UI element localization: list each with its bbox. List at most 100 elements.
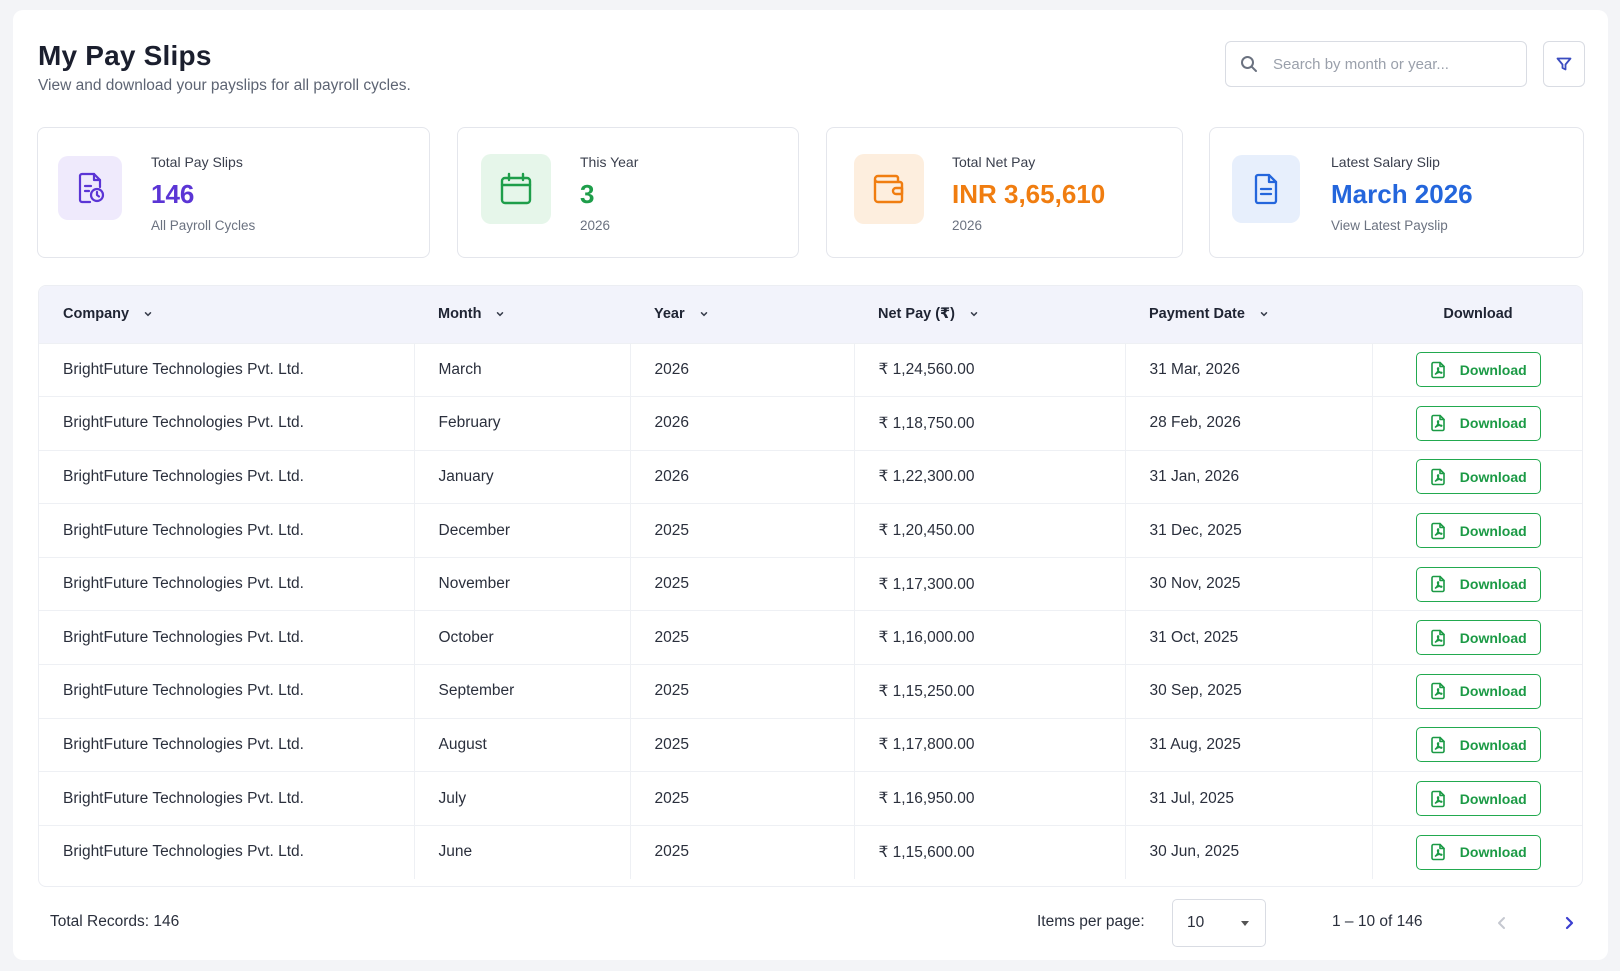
download-cell: Download [1372, 397, 1582, 451]
next-page-button[interactable] [1555, 909, 1583, 937]
year-cell: 2026 [630, 450, 855, 504]
chevron-left-icon [1498, 917, 1505, 929]
year-cell: 2025 [630, 503, 855, 558]
stat-label: This Year [580, 154, 639, 170]
net-pay-cell: ₹ 1,16,950.00 [854, 771, 1126, 826]
stat-value: 146 [151, 179, 195, 209]
download-button[interactable]: Download [1415, 727, 1541, 763]
column-header-year[interactable]: Year [630, 286, 854, 343]
payment-date-cell: 31 Jan, 2026 [1125, 450, 1373, 504]
filter-icon [1556, 57, 1572, 71]
table-header-row: Company Month Year Net Pay (₹) Payment D… [39, 286, 1582, 343]
download-cell: Download [1372, 450, 1582, 504]
table-row: BrightFuture Technologies Pvt. Ltd. March… [39, 343, 1582, 397]
chevron-right-icon [1565, 916, 1574, 930]
download-cell: Download [1372, 825, 1582, 879]
stat-sub: All Payroll Cycles [151, 218, 256, 233]
month-cell: February [414, 396, 631, 451]
column-header-net-pay[interactable]: Net Pay (₹) [854, 286, 1125, 343]
company-cell: BrightFuture Technologies Pvt. Ltd. [39, 825, 415, 879]
company-cell: BrightFuture Technologies Pvt. Ltd. [39, 610, 415, 665]
month-cell: August [414, 718, 631, 772]
pdf-file-icon [1430, 468, 1445, 486]
download-button[interactable]: Download [1415, 513, 1541, 549]
payment-date-cell: 31 Jul, 2025 [1125, 771, 1373, 826]
chevron-down-icon [700, 312, 707, 317]
download-button[interactable]: Download [1415, 459, 1541, 495]
pdf-file-icon [1430, 736, 1445, 754]
column-header-download: Download [1443, 306, 1513, 323]
stat-label: Total Net Pay [952, 154, 1036, 170]
column-header-month[interactable]: Month [414, 286, 630, 343]
payment-date-cell: 28 Feb, 2026 [1125, 396, 1373, 451]
month-cell: December [414, 503, 631, 558]
download-cell: Download [1372, 343, 1582, 397]
items-per-page-select[interactable]: 10 [1172, 899, 1266, 947]
stat-value: March 2026 [1331, 179, 1473, 209]
year-cell: 2026 [630, 396, 855, 451]
download-cell: Download [1372, 665, 1582, 719]
month-cell: November [414, 557, 631, 611]
total-records: Total Records: 146 [50, 913, 180, 930]
company-cell: BrightFuture Technologies Pvt. Ltd. [39, 450, 415, 504]
download-button[interactable]: Download [1415, 834, 1541, 870]
net-pay-cell: ₹ 1,15,250.00 [854, 664, 1126, 719]
download-button[interactable]: Download [1415, 620, 1541, 656]
stat-card-total-pay-slips: Total Pay Slips 146 All Payroll Cycles [37, 127, 430, 258]
download-label: Download [1459, 468, 1527, 485]
download-cell: Download [1372, 557, 1582, 611]
download-label: Download [1459, 736, 1527, 753]
pdf-file-icon [1430, 575, 1445, 593]
items-per-page-label: Items per page: [1037, 913, 1145, 930]
previous-page-button[interactable] [1488, 909, 1516, 937]
page-subtitle: View and download your payslips for all … [38, 77, 411, 94]
payment-date-cell: 30 Nov, 2025 [1125, 557, 1373, 611]
payment-date-cell: 30 Jun, 2025 [1125, 825, 1373, 879]
table-row: BrightFuture Technologies Pvt. Ltd. Septe… [39, 664, 1582, 719]
month-cell: September [414, 664, 631, 719]
document-clock-icon [58, 156, 122, 220]
chevron-down-icon [970, 312, 978, 317]
download-label: Download [1459, 576, 1527, 593]
chevron-down-icon [144, 312, 152, 317]
download-button[interactable]: Download [1415, 673, 1541, 709]
download-label: Download [1459, 683, 1527, 700]
year-cell: 2026 [630, 343, 855, 397]
stat-label: Total Pay Slips [151, 154, 243, 170]
company-cell: BrightFuture Technologies Pvt. Ltd. [39, 503, 415, 558]
column-header-payment-date[interactable]: Payment Date [1125, 286, 1372, 343]
table-row: BrightFuture Technologies Pvt. Ltd. June 2… [39, 825, 1582, 879]
net-pay-cell: ₹ 1,15,600.00 [854, 825, 1126, 879]
payment-date-cell: 30 Sep, 2025 [1125, 664, 1373, 719]
view-latest-payslip-link[interactable]: View Latest Payslip [1331, 218, 1448, 233]
download-button[interactable]: Download [1415, 352, 1541, 388]
calendar-icon [481, 154, 551, 224]
column-header-company[interactable]: Company [39, 286, 414, 343]
month-cell: June [414, 825, 631, 879]
search-input[interactable] [1273, 55, 1513, 73]
payslips-panel: My Pay Slips View and download your pays… [13, 10, 1608, 960]
month-cell: July [414, 771, 631, 826]
download-button[interactable]: Download [1415, 566, 1541, 602]
search-box[interactable] [1225, 41, 1527, 87]
company-cell: BrightFuture Technologies Pvt. Ltd. [39, 664, 415, 719]
payment-date-cell: 31 Mar, 2026 [1125, 343, 1373, 397]
filter-button[interactable] [1543, 41, 1585, 87]
stat-value: 3 [580, 179, 595, 209]
download-label: Download [1459, 790, 1527, 807]
net-pay-cell: ₹ 1,24,560.00 [854, 343, 1126, 397]
chevron-down-icon [1260, 312, 1268, 317]
caret-down-icon [1241, 921, 1249, 926]
net-pay-cell: ₹ 1,17,300.00 [854, 557, 1126, 611]
download-cell: Download [1372, 718, 1582, 772]
net-pay-cell: ₹ 1,16,000.00 [854, 610, 1126, 665]
stat-sub: 2026 [580, 218, 611, 233]
company-cell: BrightFuture Technologies Pvt. Ltd. [39, 343, 415, 397]
stat-card-latest-salary-slip[interactable]: Latest Salary Slip March 2026 View Lates… [1209, 127, 1584, 258]
table-row: BrightFuture Technologies Pvt. Ltd. Novem… [39, 557, 1582, 611]
pdf-file-icon [1430, 522, 1445, 539]
table-row: BrightFuture Technologies Pvt. Ltd. Decem… [39, 503, 1582, 558]
year-cell: 2025 [630, 718, 855, 772]
download-button[interactable]: Download [1415, 781, 1541, 817]
download-button[interactable]: Download [1415, 405, 1541, 441]
